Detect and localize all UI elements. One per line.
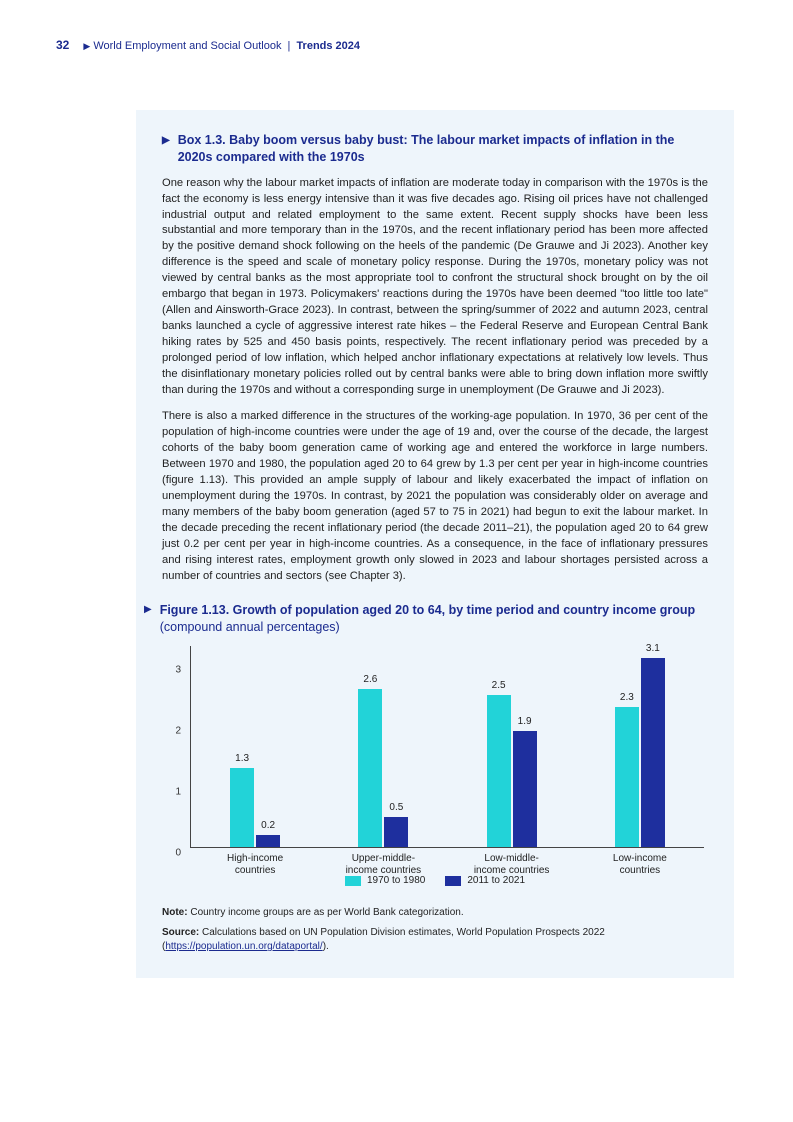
bar-group: 2.51.9Low-middle-income countries bbox=[471, 695, 553, 847]
note-label: Note: bbox=[162, 907, 188, 918]
x-category-label: Upper-middle-income countries bbox=[326, 847, 441, 877]
source-line: Source: Calculations based on UN Populat… bbox=[162, 926, 708, 954]
box-paragraph-2: There is also a marked difference in the… bbox=[162, 409, 708, 584]
source-label: Source: bbox=[162, 927, 199, 938]
bar: 0.5 bbox=[384, 817, 408, 847]
bar-value-label: 2.6 bbox=[358, 674, 382, 685]
legend-label: 1970 to 1980 bbox=[367, 875, 425, 886]
header-title: World Employment and Social Outlook | Tr… bbox=[93, 40, 360, 52]
bar-value-label: 0.2 bbox=[256, 820, 280, 831]
x-category-label: High-incomecountries bbox=[198, 847, 313, 877]
bar: 2.6 bbox=[358, 689, 382, 847]
bar-group: 2.60.5Upper-middle-income countries bbox=[342, 689, 424, 847]
page: 32 ▶ World Employment and Social Outlook… bbox=[0, 0, 793, 1122]
triangle-icon: ▶ bbox=[83, 41, 90, 51]
source-post: ). bbox=[323, 941, 329, 952]
bar-group: 2.33.1Low-incomecountries bbox=[599, 658, 681, 847]
figure-note: Note: Country income groups are as per W… bbox=[162, 906, 708, 954]
triangle-icon: ▶ bbox=[162, 134, 170, 166]
source-link[interactable]: https://population.un.org/dataportal/ bbox=[165, 941, 322, 952]
bar: 2.5 bbox=[487, 695, 511, 847]
header-sep: | bbox=[288, 40, 291, 52]
bar-group: 1.30.2High-incomecountries bbox=[214, 768, 296, 847]
legend-label: 2011 to 2021 bbox=[467, 875, 525, 886]
y-tick-label: 2 bbox=[163, 726, 187, 737]
page-number: 32 bbox=[56, 38, 69, 52]
running-header: 32 ▶ World Employment and Social Outlook… bbox=[56, 38, 737, 52]
bar-chart: 01231.30.2High-incomecountries2.60.5Uppe… bbox=[162, 646, 708, 886]
header-title-bold: Trends 2024 bbox=[296, 40, 360, 52]
bar-value-label: 1.9 bbox=[513, 716, 537, 727]
plot-area: 01231.30.2High-incomecountries2.60.5Uppe… bbox=[190, 646, 704, 848]
figure-title-sub: (compound annual percentages) bbox=[160, 620, 340, 634]
figure-title-main: Figure 1.13. Growth of population aged 2… bbox=[160, 603, 695, 617]
legend-item: 2011 to 2021 bbox=[445, 875, 525, 886]
figure-title-row: ▶ Figure 1.13. Growth of population aged… bbox=[144, 602, 708, 636]
content-box: ▶ Box 1.3. Baby boom versus baby bust: T… bbox=[136, 110, 734, 978]
note-line: Note: Country income groups are as per W… bbox=[162, 906, 708, 920]
bar: 0.2 bbox=[256, 835, 280, 847]
bar: 1.3 bbox=[230, 768, 254, 847]
bar: 2.3 bbox=[615, 707, 639, 847]
bar-value-label: 0.5 bbox=[384, 802, 408, 813]
box-title-text: Box 1.3. Baby boom versus baby bust: The… bbox=[178, 132, 708, 166]
bar-value-label: 1.3 bbox=[230, 753, 254, 764]
bar: 1.9 bbox=[513, 731, 537, 847]
y-tick-label: 1 bbox=[163, 787, 187, 798]
legend-swatch bbox=[345, 876, 361, 886]
legend-swatch bbox=[445, 876, 461, 886]
header-title-pre: World Employment and Social Outlook bbox=[93, 40, 281, 52]
bar: 3.1 bbox=[641, 658, 665, 847]
note-text: Country income groups are as per World B… bbox=[188, 907, 464, 918]
box-paragraph-1: One reason why the labour market impacts… bbox=[162, 176, 708, 399]
x-category-label: Low-middle-income countries bbox=[454, 847, 569, 877]
y-tick-label: 0 bbox=[163, 848, 187, 859]
bar-value-label: 2.3 bbox=[615, 692, 639, 703]
chart-legend: 1970 to 1980 2011 to 2021 bbox=[162, 875, 708, 886]
bar-value-label: 3.1 bbox=[641, 643, 665, 654]
legend-item: 1970 to 1980 bbox=[345, 875, 425, 886]
y-tick-label: 3 bbox=[163, 665, 187, 676]
x-category-label: Low-incomecountries bbox=[582, 847, 697, 877]
bar-value-label: 2.5 bbox=[487, 680, 511, 691]
header-text: ▶ World Employment and Social Outlook | … bbox=[83, 40, 360, 52]
triangle-icon: ▶ bbox=[144, 604, 152, 636]
box-title: ▶ Box 1.3. Baby boom versus baby bust: T… bbox=[162, 132, 708, 166]
figure-title: Figure 1.13. Growth of population aged 2… bbox=[160, 602, 708, 636]
